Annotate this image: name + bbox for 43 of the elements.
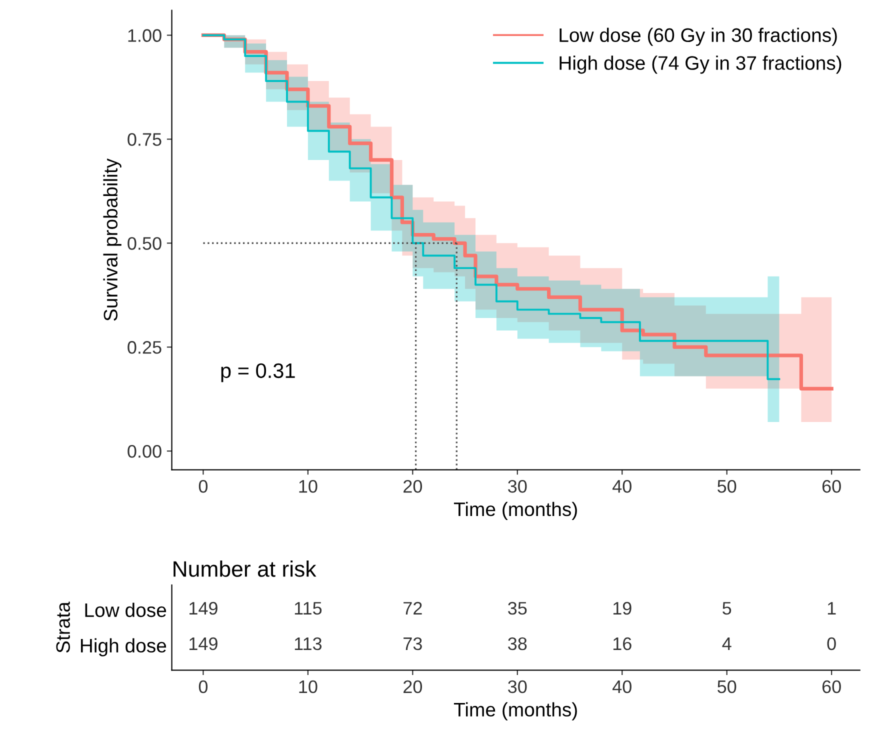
data-label: 149 xyxy=(190,637,218,650)
y-tick-label: Low dose xyxy=(85,602,166,618)
data-label: 113 xyxy=(294,637,322,650)
data-label: 149 xyxy=(190,602,218,615)
x-axis-title: Time (months) xyxy=(454,702,577,720)
x-tick-label: 50 xyxy=(718,480,736,493)
x-tick-label: 20 xyxy=(404,680,422,694)
data-label: 73 xyxy=(404,637,422,650)
x-tick-label: 50 xyxy=(718,680,736,694)
x-tick-label: 60 xyxy=(822,480,841,493)
y-tick-label: 0.50 xyxy=(128,237,162,250)
x-tick-label: 10 xyxy=(299,480,318,493)
data-label: 72 xyxy=(404,602,422,614)
x-tick-label: 0 xyxy=(198,480,208,493)
y-axis-title: Survival probability xyxy=(103,158,122,321)
legend-label: High dose (74 Gy in 37 fractions) xyxy=(560,56,842,74)
data-label: 38 xyxy=(508,637,527,650)
x-tick-label: 10 xyxy=(299,680,318,694)
x-tick-label: 40 xyxy=(612,680,632,694)
y-tick-label: 0.75 xyxy=(128,133,162,146)
y-tick-label: 0.25 xyxy=(128,341,162,354)
x-tick-label: 20 xyxy=(404,480,422,493)
data-label: 16 xyxy=(613,637,632,650)
x-tick-label: 0 xyxy=(198,680,208,694)
x-axis-title: Time (months) xyxy=(454,502,577,520)
y-axis-title: Strata xyxy=(56,602,70,653)
x-tick-label: 60 xyxy=(822,680,841,694)
data-label: 4 xyxy=(722,638,732,650)
y-tick-label: High dose xyxy=(80,638,166,656)
annotation: p = 0.31 xyxy=(221,363,295,382)
y-tick-label: 0.00 xyxy=(128,444,162,458)
data-label: 115 xyxy=(294,602,322,615)
chart-title: Number at risk xyxy=(174,560,316,577)
data-label: 35 xyxy=(508,602,527,615)
x-tick-label: 30 xyxy=(508,480,527,493)
data-label: 0 xyxy=(827,637,836,650)
data-label: 1 xyxy=(828,602,836,614)
data-label: 19 xyxy=(613,602,632,615)
data-label: 5 xyxy=(722,602,732,615)
x-tick-label: 30 xyxy=(508,680,527,694)
y-tick-label: 1.00 xyxy=(128,29,162,42)
x-tick-label: 40 xyxy=(612,480,632,493)
legend-label: Low dose (60 Gy in 30 fractions) xyxy=(560,28,837,46)
